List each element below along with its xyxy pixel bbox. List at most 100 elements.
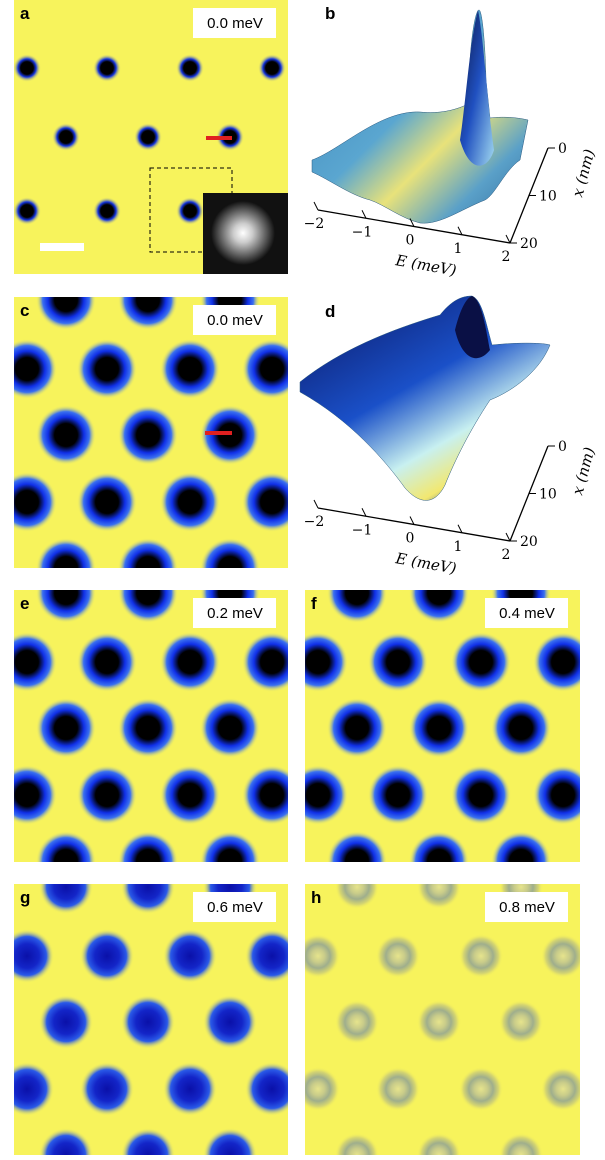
e-tick-label: −1 [352,224,373,240]
x-tick-label: 0 [558,141,567,157]
vortex [245,929,299,983]
e-tick-label: 0 [406,233,415,249]
energy-label: 0.8 meV [499,899,555,916]
vortex [36,563,96,623]
vortex [36,698,96,758]
vortex [245,1062,299,1116]
vortex [409,831,469,891]
vortex [296,934,340,978]
vortex [459,934,503,978]
vortex [417,865,461,909]
vortex [36,831,96,891]
vortex [118,698,178,758]
e-tick [314,202,318,210]
vortex [134,123,162,151]
vortex [288,632,348,692]
vortex [541,1067,585,1111]
vortex [335,865,379,909]
x-tick-label: 20 [520,534,538,550]
vortex [242,765,302,825]
vortex [77,339,137,399]
panel-label: b [325,4,335,23]
vortex [176,197,204,225]
vortex [39,860,93,914]
e-axis-label: E (meV) [393,251,458,280]
vortex [118,538,178,598]
vortex [200,831,260,891]
vortex [491,698,551,758]
e-tick-label: −2 [304,216,325,232]
vortex [36,270,96,330]
panel-label: g [20,888,30,907]
vortex [242,472,302,532]
vortex [13,54,41,82]
vortex [160,472,220,532]
panel-label: f [311,594,317,613]
vortex [118,270,178,330]
figure: a 0.0 meV c 0.0 meV e 0.2 meV f 0.4 meV g 0.6 meV… [0,0,605,1155]
vortex [200,538,260,598]
vortex [0,1062,54,1116]
vortex [118,831,178,891]
vortex [36,405,96,465]
line-cut [205,431,232,435]
vortex [327,831,387,891]
e-tick-label: 2 [502,547,511,563]
vortex [368,765,428,825]
vortex [376,934,420,978]
x-tick-label: 10 [539,487,557,503]
e-axis-label: E (meV) [393,549,458,578]
e-tick-label: 2 [502,249,511,265]
vortex [36,538,96,598]
energy-label: 0.4 meV [499,605,555,622]
vortex [327,698,387,758]
vortex [203,995,257,1049]
e-tick-label: 0 [406,531,415,547]
vortex [121,860,175,914]
vortex [491,831,551,891]
energy-label: 0.0 meV [207,312,263,329]
vortex [451,632,511,692]
panel-label: e [20,594,29,613]
scale-bar [40,243,84,251]
vortex [52,123,80,151]
vortex [459,1067,503,1111]
vortex [93,197,121,225]
panel-label: c [20,301,29,320]
vortex [288,765,348,825]
vortex [93,54,121,82]
energy-label: 0.0 meV [207,15,263,32]
energy-label: 0.6 meV [207,899,263,916]
vortex [258,54,286,82]
e-tick-label: −1 [352,522,373,538]
e-tick [314,500,318,508]
x-axis-label: x (nm) [568,147,598,199]
vortex [327,563,387,623]
vortex [118,405,178,465]
vortex [176,54,204,82]
vortex [121,995,175,1049]
vortex [163,929,217,983]
energy-label: 0.2 meV [207,605,263,622]
vortex [242,632,302,692]
vortex [499,1000,543,1044]
vortex [163,1062,217,1116]
vortex [296,1067,340,1111]
vortex [335,1000,379,1044]
inset-glow [211,201,275,265]
vortex [0,929,54,983]
vortex [77,632,137,692]
vortex [80,929,134,983]
vortex [160,632,220,692]
vortex [77,472,137,532]
vortex [417,1000,461,1044]
surface [300,296,550,500]
panel-label: h [311,888,321,907]
vortex [541,934,585,978]
e-tick-label: 1 [454,241,463,257]
x-tick-label: 20 [520,236,538,252]
panel-label: d [325,302,335,321]
x-tick-label: 0 [558,439,567,455]
panel-label: a [20,4,30,23]
vortex [376,1067,420,1111]
